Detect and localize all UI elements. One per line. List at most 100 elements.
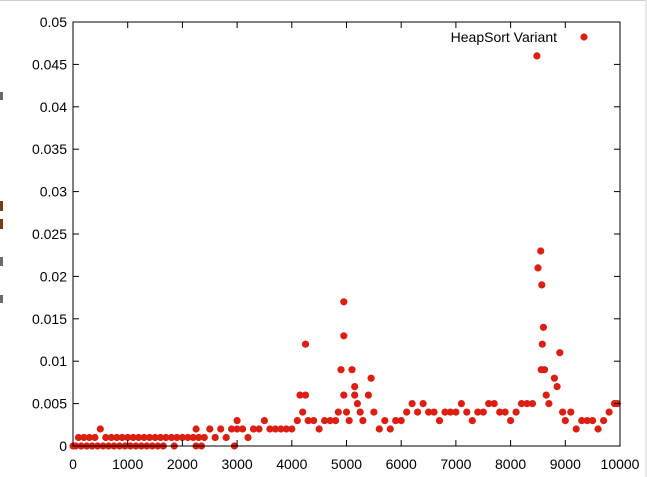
- data-point: [255, 425, 263, 433]
- data-point: [567, 408, 575, 416]
- data-point: [271, 425, 279, 433]
- data-point: [538, 281, 546, 289]
- data-point: [375, 425, 383, 433]
- background-window-edge: [0, 92, 3, 100]
- x-tick-label: 3000: [222, 456, 253, 472]
- axis-ticks: [72, 21, 621, 447]
- data-point: [540, 366, 549, 374]
- data-point: [310, 417, 318, 425]
- data-point: [359, 417, 367, 425]
- y-tick-label: 0.04: [40, 99, 67, 115]
- data-point: [490, 400, 498, 408]
- data-point: [326, 417, 334, 425]
- data-point: [184, 433, 192, 442]
- y-tick-label: 0.045: [32, 56, 67, 72]
- data-point: [342, 408, 351, 416]
- axis-tick-labels: 0 1000 2000 3000 4000 5000 6000 7000 8000 9000 100…: [32, 14, 640, 472]
- data-point: [370, 408, 378, 416]
- data-point: [468, 417, 476, 425]
- data-point: [578, 417, 586, 425]
- data-point: [96, 425, 104, 433]
- data-point: [367, 374, 375, 382]
- x-tick-label: 5000: [331, 456, 362, 472]
- data-point: [124, 433, 132, 442]
- data-point: [594, 425, 602, 433]
- data-point: [135, 433, 143, 442]
- window-top-border: [0, 0, 647, 1]
- y-tick-label: 0.025: [32, 226, 67, 242]
- data-point: [74, 433, 83, 442]
- data-point: [173, 433, 181, 442]
- data-point: [217, 425, 225, 433]
- data-point: [189, 433, 197, 442]
- data-point: [301, 391, 310, 399]
- data-point: [553, 383, 561, 391]
- data-point: [559, 408, 567, 416]
- data-point: [233, 417, 241, 425]
- data-point: [507, 417, 515, 425]
- data-point: [528, 400, 537, 408]
- data-point: [222, 433, 230, 442]
- data-point: [600, 417, 608, 425]
- data-point: [118, 433, 126, 442]
- data-point: [340, 298, 348, 306]
- legend-label: HeapSort Variant: [451, 29, 557, 45]
- data-point: [299, 408, 307, 416]
- x-tick-label: 0: [69, 456, 77, 472]
- data-point: [102, 433, 110, 442]
- data-point: [474, 408, 482, 416]
- data-point: [353, 400, 361, 408]
- data-point: [538, 340, 546, 348]
- background-window-edge: [0, 295, 3, 303]
- data-point: [351, 383, 359, 391]
- data-point: [315, 425, 323, 433]
- data-point: [304, 417, 312, 425]
- y-tick-label: 0.01: [40, 353, 67, 369]
- data-point: [501, 408, 509, 416]
- data-point: [340, 391, 348, 399]
- data-point: [542, 391, 550, 399]
- data-point: [441, 408, 449, 416]
- data-point: [533, 52, 541, 60]
- data-point: [146, 433, 154, 442]
- data-point: [356, 408, 364, 416]
- data-point: [381, 417, 389, 425]
- data-point: [537, 247, 545, 255]
- data-point: [156, 433, 165, 442]
- data-points: [69, 52, 621, 450]
- data-point: [244, 433, 252, 442]
- window-right-border: [645, 0, 647, 477]
- data-point: [277, 425, 285, 433]
- data-point: [512, 408, 520, 416]
- data-point: [446, 408, 454, 416]
- data-point: [200, 433, 208, 442]
- background-window-edge: [0, 257, 3, 266]
- data-point: [129, 433, 137, 442]
- data-point: [228, 425, 236, 433]
- data-point: [386, 425, 394, 433]
- data-point: [337, 366, 345, 374]
- data-point: [430, 408, 438, 416]
- data-point: [463, 408, 471, 416]
- y-tick-label: 0.015: [32, 311, 67, 327]
- data-point: [345, 417, 353, 425]
- data-point: [85, 433, 93, 442]
- legend: HeapSort Variant: [451, 29, 588, 45]
- data-point: [282, 425, 290, 433]
- data-point: [351, 391, 359, 399]
- data-point: [414, 408, 422, 416]
- data-point: [206, 425, 214, 433]
- data-point: [485, 400, 493, 408]
- y-tick-label: 0.03: [40, 184, 67, 200]
- y-tick-label: 0.035: [32, 141, 67, 157]
- x-tick-label: 8000: [495, 456, 526, 472]
- x-tick-label: 4000: [276, 456, 307, 472]
- data-point: [589, 417, 597, 425]
- data-point: [457, 400, 465, 408]
- data-point: [334, 408, 342, 416]
- data-point: [239, 425, 247, 433]
- background-window-edge: [0, 201, 3, 211]
- data-point: [140, 433, 148, 442]
- data-point: [233, 425, 241, 433]
